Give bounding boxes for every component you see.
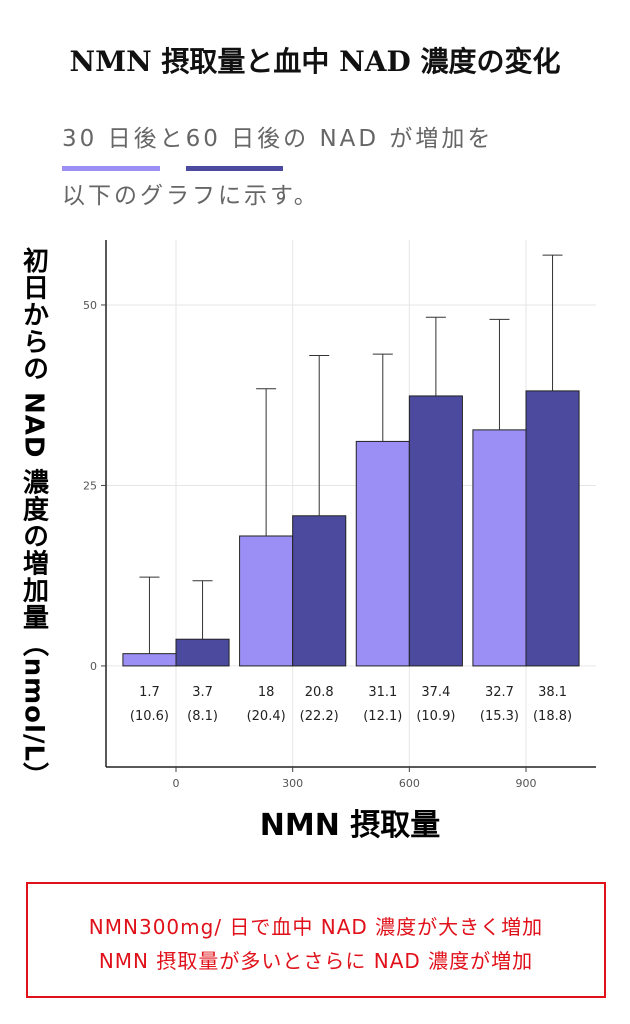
summary-note-line-2: NMN 摂取量が多いとさらに NAD 濃度が増加 [98,949,534,973]
x-tick-label: 600 [399,777,420,790]
data-label-sd: (10.6) [130,709,169,724]
data-label-sd: (10.9) [416,709,455,724]
page-title: NMN 摂取量と血中 NAD 濃度の変化 [69,45,561,78]
summary-note-line-1: NMN300mg/ 日で血中 NAD 濃度が大きく増加 [88,915,544,939]
x-axis-label: NMN 摂取量 [259,808,441,843]
summary-note-box: NMN300mg/ 日で血中 NAD 濃度が大きく増加 NMN 摂取量が多いとさ… [26,882,606,998]
bar-300-series-1 [239,535,294,667]
data-label-sd: (8.1) [187,709,218,724]
bar-900-series-1 [472,429,527,667]
data-label-sd: (12.1) [363,709,402,724]
y-axis-label-wrap: 初日からの NAD 濃度の増加量（nmol/L） [6,238,62,798]
data-label-value: 32.7 [485,685,514,700]
data-label-value: 18 [258,685,275,700]
data-label-sd: (18.8) [533,709,572,724]
x-tick-label: 300 [282,777,303,790]
bar-600-series-2 [408,395,463,667]
data-label-value: 31.1 [368,685,397,700]
y-tick-label: 0 [90,660,97,673]
bar-600-series-1 [355,440,410,667]
subtitle-rest-2: 以下のグラフに示す。 [62,183,320,209]
bar-0-series-2 [175,638,230,667]
bar-900-series-2 [525,390,580,667]
data-label-sd: (15.3) [480,709,519,724]
data-label-sd: (22.2) [300,709,339,724]
bar-300-series-2 [292,515,347,667]
data-label-value: 20.8 [305,685,334,700]
y-tick-label: 25 [83,479,97,492]
bar-0-series-1 [122,653,177,667]
subtitle-60-days: 60 日後 [185,114,284,171]
y-tick-label: 50 [83,299,97,312]
subtitle: 30 日後と60 日後の NAD が増加を 以下のグラフに示す。 [62,114,582,221]
subtitle-conjunction: と [159,126,186,152]
data-label-sd: (20.4) [247,709,286,724]
data-label-value: 3.7 [192,685,213,700]
data-label-value: 38.1 [538,685,567,700]
data-label-value: 1.7 [139,685,160,700]
data-label-value: 37.4 [421,685,450,700]
subtitle-30-days: 30 日後 [62,114,160,171]
bar-chart: 1.7 (10.6) 18 (20.4) 31.1 (12.1) 32.7 (15.3) 3.7… [83,240,596,790]
subtitle-rest-1: の NAD が増加を [283,126,494,152]
x-tick-label: 900 [516,777,537,790]
x-tick-label: 0 [173,777,180,790]
y-axis-label: 初日からの NAD 濃度の増加量（nmol/L） [18,246,49,789]
